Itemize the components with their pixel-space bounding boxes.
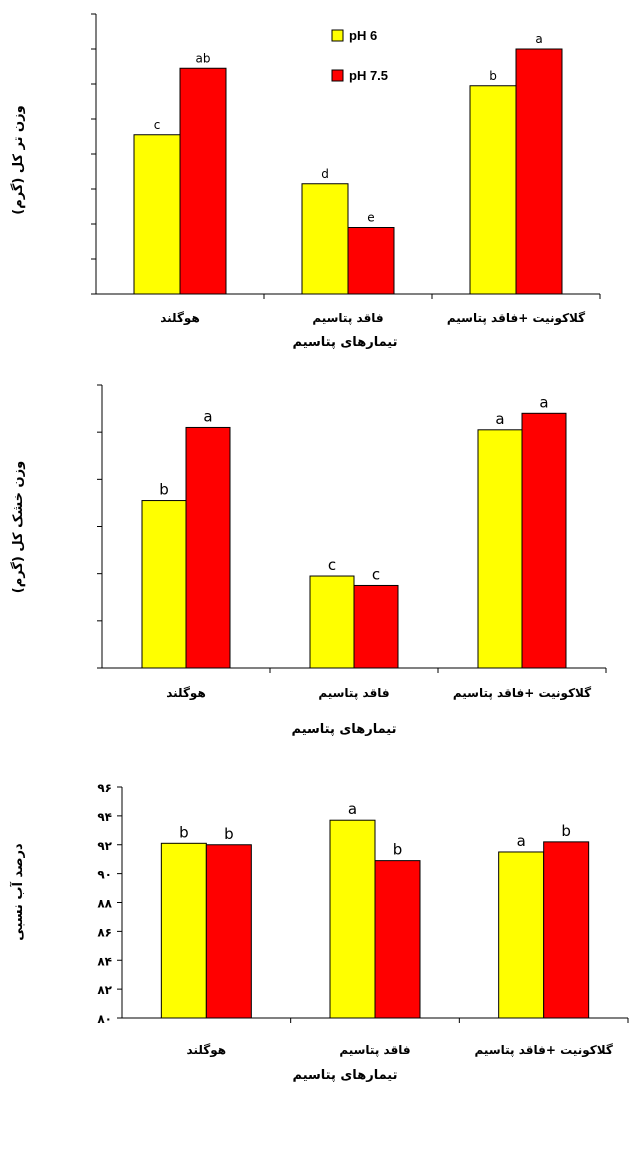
significance-letter: e <box>367 211 374 225</box>
bar-ph75 <box>353 584 399 669</box>
x-axis-title: تیمارهای پتاسیم <box>293 335 398 350</box>
significance-letter: c <box>372 565 380 583</box>
significance-letter: a <box>495 410 504 428</box>
legend-label: pH 7.5 <box>349 68 388 83</box>
significance-letter: ab <box>196 51 211 65</box>
category-label: هوگلند <box>166 686 206 701</box>
bar-ph6 <box>477 429 523 669</box>
y-tick-label: ۸۲ <box>97 983 112 997</box>
bar-ph6 <box>498 851 545 1019</box>
bar-ph75 <box>179 67 227 295</box>
category-label: گلاکونیت +فاقد پتاسیم <box>447 311 585 326</box>
bar-ph75 <box>205 844 252 1019</box>
category-label: گلاکونیت +فاقد پتاسیم <box>475 1043 613 1058</box>
y-tick-label: ۸۴ <box>97 954 112 968</box>
significance-letter: b <box>224 825 234 843</box>
category-label: هوگلند <box>160 311 200 326</box>
y-tick-label: ۸۸ <box>97 897 112 911</box>
significance-letter: a <box>539 393 548 411</box>
chart-2: b a هوگلند c c فاقد پتاسیم a a گلاکونیت +فاقد پت… <box>10 384 607 737</box>
category-label: هوگلند <box>187 1043 227 1058</box>
y-tick-label: ۹۰ <box>97 868 112 882</box>
significance-letter: b <box>489 69 497 83</box>
chart-1: c ab هوگلند d e فاقد پتاسیم b a گلاکونیت +فاقد پ… <box>10 13 601 350</box>
significance-letter: a <box>535 32 542 46</box>
category-label: فاقد پتاسیم <box>312 311 383 325</box>
y-axis-title: درصد آب نسبی <box>9 843 26 941</box>
y-axis-title: وزن تر کل (گرم) <box>10 105 26 214</box>
category-label: گلاکونیت +فاقد پتاسیم <box>453 686 591 701</box>
y-axis-title: وزن خشک کل (گرم) <box>10 461 26 593</box>
bar-ph75 <box>521 412 567 669</box>
significance-letter: c <box>328 556 336 574</box>
significance-letter: a <box>348 800 357 818</box>
category-label: فاقد پتاسیم <box>318 686 389 700</box>
bar-ph75 <box>374 860 421 1019</box>
bar-ph6 <box>309 575 355 669</box>
significance-letter: c <box>154 118 161 132</box>
legend-swatch <box>331 29 344 42</box>
category-label: فاقد پتاسیم <box>339 1043 410 1057</box>
x-axis-title: تیمارهای پتاسیم <box>292 722 397 737</box>
y-tick-label: ۹۴ <box>97 810 112 824</box>
bar-ph6 <box>133 134 181 295</box>
bar-ph6 <box>329 819 376 1019</box>
bar-ph75 <box>543 841 590 1019</box>
chart-3: ۸۰ ۸۲ ۸۴ ۸۶ ۸۸ ۹۰ ۹۲ ۹۴ ۹۶ b b هوگلند a b فاقد پتاسیم a… <box>9 781 629 1083</box>
x-axis-title: تیمارهای پتاسیم <box>293 1068 398 1083</box>
bar-ph6 <box>141 500 187 669</box>
bar-ph75 <box>185 426 231 669</box>
significance-letter: a <box>517 832 526 850</box>
legend-swatch <box>331 69 344 82</box>
y-tick-label: ۹۶ <box>97 781 112 795</box>
y-tick-label: ۸۶ <box>97 925 112 939</box>
bar-ph75 <box>515 48 563 295</box>
y-tick-label: ۹۲ <box>97 839 112 853</box>
significance-letter: a <box>203 407 212 425</box>
bar-ph6 <box>160 842 207 1019</box>
bar-ph6 <box>301 183 349 295</box>
significance-letter: b <box>561 822 571 840</box>
legend-label: pH 6 <box>349 28 377 43</box>
significance-letter: d <box>321 167 329 181</box>
bar-ph6 <box>469 85 517 295</box>
significance-letter: b <box>393 841 403 859</box>
y-tick-label: ۸۰ <box>97 1012 112 1026</box>
bar-ph75 <box>347 227 395 295</box>
legend: pH 6 pH 7.5 <box>331 28 388 83</box>
significance-letter: b <box>159 481 169 499</box>
significance-letter: b <box>179 823 189 841</box>
